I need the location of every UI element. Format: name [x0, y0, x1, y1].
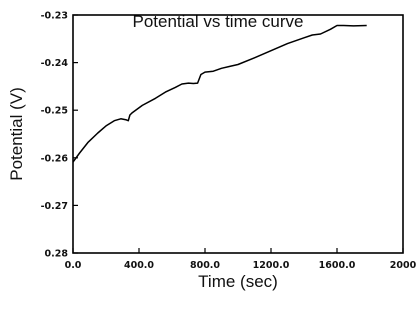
x-axis-ticks: 0.0 400.0 800.0 1200.0 1600.0 2000 [65, 248, 417, 271]
y-tick-label: -0.26 [41, 153, 69, 164]
y-axis-label: Potential (V) [7, 87, 26, 181]
series-line [72, 24, 367, 163]
y-tick-label: -0.24 [41, 58, 69, 69]
x-tick-label: 0.0 [65, 260, 82, 271]
x-tick-label: 1200.0 [253, 260, 290, 271]
y-tick-label: -0.27 [41, 201, 68, 212]
x-tick-label: 400.0 [124, 260, 154, 271]
plot-frame [72, 14, 404, 254]
x-tick-label: 2000 [390, 260, 417, 271]
chart-title: Potential vs time curve [132, 12, 303, 31]
y-tick-label: -0.25 [41, 106, 68, 117]
y-tick-label: -0.23 [41, 11, 68, 22]
x-tick-label: 800.0 [190, 260, 220, 271]
y-axis-ticks: -0.23 -0.24 -0.25 -0.26 -0.27 0.28 [41, 11, 78, 260]
y-tick-label: 0.28 [45, 249, 69, 260]
x-axis-label: Time (sec) [198, 272, 278, 291]
x-tick-label: 1600.0 [319, 260, 356, 271]
